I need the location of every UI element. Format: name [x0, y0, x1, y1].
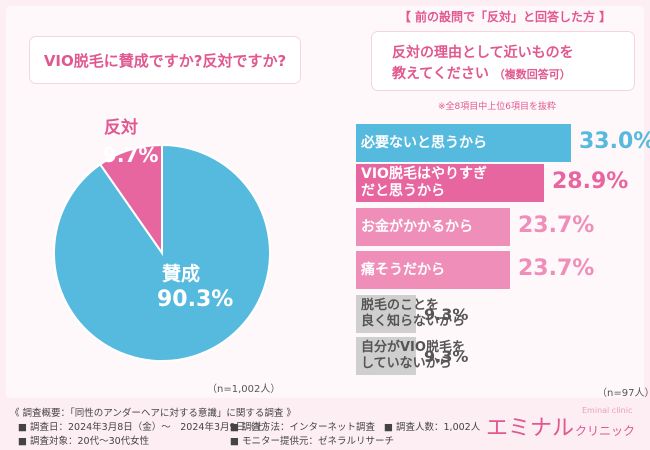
bar-category-line: 必要ないと思うから: [361, 134, 487, 151]
footer-provider-text: モニター提供元：ゼネラルリサーチ: [242, 436, 395, 447]
bar-category-label: 自分がVIO脱毛を していないから: [361, 337, 465, 375]
footer-target-text: 調査対象：20代～30代女性: [30, 436, 150, 447]
footer-people: ■ 調査人数：1,002人: [384, 422, 481, 433]
question-box: VIO脱毛に賛成ですか?反対ですか?: [30, 37, 300, 83]
bar-value-label: 28.9%: [552, 169, 629, 194]
reason-header: 【 前の設問で「反対」と回答した方 】: [398, 10, 612, 24]
pie-slice-favor: [53, 143, 271, 362]
pie-value-favor: 90.3%: [157, 287, 234, 312]
bar-category-line: だと思うから: [361, 183, 445, 199]
bar-value-label: 23.7%: [518, 213, 595, 238]
bar-category-line: VIO脱毛はやりすぎ: [361, 166, 487, 182]
footer-people-text: 調査人数：1,002人: [396, 422, 481, 433]
footer-summary: 《 調査概要：「同性のアンダーヘアに対する意識」に関する調査 》: [10, 408, 296, 419]
footer-target: ■ 調査対象：20代～30代女性: [18, 436, 150, 447]
bar: [356, 208, 510, 246]
pie-label-against: 反対: [104, 118, 138, 138]
bar-category-line: 痛そうだから: [361, 261, 445, 278]
reason-question-suffix: （複数回答可）: [493, 68, 571, 81]
bar-category-label: 必要ないと思うから: [361, 124, 487, 162]
footer-method: ■ 調査方法：インターネット調査: [230, 422, 376, 433]
pie-value-against: 9.7%: [103, 143, 159, 167]
bar-value-label: 9.3%: [424, 305, 469, 324]
bar: [356, 337, 416, 375]
bar: [356, 251, 510, 289]
bar: [356, 164, 544, 202]
bar-category-line: 脱毛のことを: [361, 298, 440, 313]
bar-category-label: 脱毛のことを 良く知らないから: [361, 295, 465, 333]
question-text: VIO脱毛に賛成ですか?反対ですか?: [43, 51, 287, 70]
sample-size-left: （n=1,002人）: [207, 384, 281, 395]
bar-category-label: お金がかかるから: [361, 208, 473, 246]
reason-question-box: 反対の理由として近いものを 教えてください （複数回答可）: [372, 32, 634, 90]
footer-method-text: 調査方法：インターネット調査: [242, 422, 376, 433]
reason-question-line2-main: 教えてください: [392, 66, 489, 82]
reason-question-line1: 反対の理由として近いものを: [392, 45, 574, 61]
bar-category-label: 痛そうだから: [361, 251, 445, 289]
footer-date-text: 調査日：2024年3月8日（金）～ 2024年3月9日（土）: [30, 422, 274, 433]
bar-category-label: VIO脱毛はやりすぎ だと思うから: [361, 164, 487, 202]
pie-label-favor: 賛成: [162, 263, 201, 285]
bar-value-label: 23.7%: [518, 256, 595, 281]
sample-size-right: （n=97人）: [597, 388, 650, 399]
bar: [356, 295, 416, 333]
bar-category-line: お金がかかるから: [361, 218, 473, 235]
bar-value-label: 33.0%: [579, 129, 650, 154]
clinic-logo-sub: クリニック: [575, 424, 636, 438]
bar: [356, 124, 571, 162]
clinic-logo: エミナル: [486, 416, 575, 441]
footer-provider: ■ モニター提供元：ゼネラルリサーチ: [230, 436, 395, 447]
reason-note: ※全8項目中上位6項目を抜粋: [438, 102, 556, 112]
bar-category-line: 自分がVIO脱毛を: [361, 340, 465, 355]
reason-question-line2: 教えてください （複数回答可）: [392, 63, 571, 83]
clinic-logo-tiny: Eminal clinic: [582, 406, 633, 415]
bar-category-line: していないから: [361, 356, 452, 371]
bar-value-label: 9.3%: [424, 347, 469, 366]
footer-date: ■ 調査日：2024年3月8日（金）～ 2024年3月9日（土）: [18, 422, 274, 433]
bar-category-line: 良く知らないから: [361, 314, 466, 329]
